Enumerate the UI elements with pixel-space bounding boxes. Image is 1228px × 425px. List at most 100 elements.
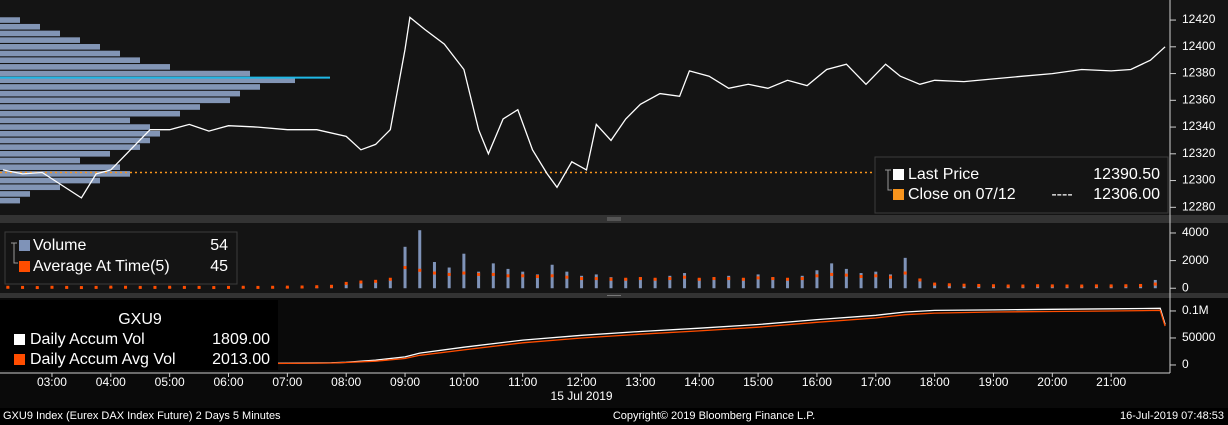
average-dot bbox=[1050, 284, 1054, 288]
legend-bracket bbox=[11, 242, 18, 264]
average-dot bbox=[506, 274, 510, 278]
average-dot bbox=[962, 283, 966, 287]
profile-bar bbox=[0, 197, 20, 204]
legend-swatch bbox=[893, 169, 904, 180]
x-tick-label: 21:00 bbox=[1096, 375, 1126, 389]
average-dot bbox=[329, 284, 333, 288]
average-dot bbox=[683, 275, 687, 279]
legend-swatch bbox=[19, 240, 30, 251]
profile-bar bbox=[0, 151, 110, 157]
average-dot bbox=[815, 274, 819, 278]
volume-bar bbox=[918, 278, 922, 289]
volume-bar bbox=[815, 270, 819, 289]
average-dot bbox=[79, 286, 83, 290]
average-dot bbox=[594, 277, 598, 281]
average-dot bbox=[771, 277, 775, 281]
average-dot bbox=[668, 277, 672, 281]
x-tick-label: 12:00 bbox=[567, 375, 597, 389]
profile-layer bbox=[0, 17, 330, 204]
average-dot bbox=[491, 272, 495, 276]
series-line bbox=[2, 16, 1166, 199]
average-dot bbox=[227, 285, 231, 289]
y-tick-label: 12320 bbox=[1182, 146, 1216, 160]
average-dot bbox=[727, 277, 731, 281]
average-dot bbox=[888, 275, 892, 279]
legend-value: 1809.00 bbox=[212, 331, 270, 348]
average-dot bbox=[6, 285, 10, 289]
legend-name: Average At Time(5) bbox=[33, 258, 170, 275]
volume-bar bbox=[874, 271, 878, 289]
y-tick-label: 4000 bbox=[1182, 225, 1209, 239]
average-dot bbox=[697, 277, 701, 281]
volume-bar bbox=[359, 282, 363, 289]
average-dot bbox=[550, 274, 554, 278]
average-dot bbox=[418, 268, 422, 272]
volume-bar bbox=[741, 278, 745, 289]
profile-bar bbox=[0, 164, 120, 170]
average-dot bbox=[844, 273, 848, 277]
x-tick-label: 04:00 bbox=[96, 375, 126, 389]
average-dot bbox=[977, 283, 981, 287]
x-tick-label: 16:00 bbox=[802, 375, 832, 389]
legend-value: 2013.00 bbox=[212, 351, 270, 368]
volume-bar bbox=[344, 284, 348, 289]
average-dot bbox=[741, 277, 745, 281]
x-tick-label: 14:00 bbox=[684, 375, 714, 389]
volume-bar bbox=[565, 271, 569, 289]
profile-bar bbox=[0, 50, 120, 57]
date-label: 15 Jul 2019 bbox=[551, 389, 613, 403]
volume-bar bbox=[888, 274, 892, 289]
x-tick-label: 03:00 bbox=[37, 375, 67, 389]
y-tick-label: 50000 bbox=[1182, 330, 1216, 344]
legend-swatch bbox=[14, 334, 25, 345]
volume-bar bbox=[374, 282, 378, 289]
x-tick-label: 18:00 bbox=[920, 375, 950, 389]
profile-bar bbox=[0, 90, 240, 97]
volume-bar bbox=[756, 274, 760, 289]
y-tick-label: 12420 bbox=[1182, 12, 1216, 26]
legend-swatch bbox=[19, 261, 30, 272]
average-dot bbox=[241, 285, 245, 289]
average-dot bbox=[388, 277, 392, 281]
volume-bar bbox=[432, 261, 436, 289]
average-dot bbox=[65, 285, 69, 289]
volume-bar bbox=[683, 273, 687, 289]
legend-name: Last Price bbox=[908, 166, 979, 183]
text-layer: 03:00 04:00 05:00 06:00 07:00 08:00 09:00 10:00… bbox=[14, 12, 1216, 403]
legend-value: 45 bbox=[210, 258, 228, 275]
x-tick-label: 17:00 bbox=[861, 375, 891, 389]
profile-bar bbox=[0, 104, 200, 110]
y-tick-label: 0.1M bbox=[1182, 303, 1209, 317]
average-dot bbox=[212, 286, 216, 290]
y-tick-label: 12340 bbox=[1182, 119, 1216, 133]
price-legend-box bbox=[874, 156, 1169, 214]
average-dot bbox=[1094, 284, 1098, 288]
profile-bar bbox=[0, 23, 40, 30]
average-dot bbox=[1006, 284, 1010, 288]
average-dot bbox=[35, 286, 39, 290]
profile-bar bbox=[0, 184, 60, 191]
average-dot bbox=[374, 279, 378, 283]
panel-separator[interactable] bbox=[0, 215, 1228, 223]
profile-bar bbox=[0, 84, 260, 90]
average-dot bbox=[462, 271, 466, 275]
volume-bar bbox=[462, 253, 466, 289]
average-dot bbox=[197, 285, 201, 289]
average-dot bbox=[447, 272, 451, 276]
average-dot bbox=[359, 280, 363, 284]
average-dot bbox=[712, 277, 716, 281]
y-tick-label: 12280 bbox=[1182, 199, 1216, 213]
average-dot bbox=[830, 272, 834, 276]
average-dot bbox=[153, 285, 157, 289]
average-dot bbox=[477, 272, 481, 276]
y-tick-label: 12400 bbox=[1182, 39, 1216, 53]
average-dot bbox=[403, 266, 407, 270]
x-tick-label: 07:00 bbox=[272, 375, 302, 389]
y-tick-label: 12300 bbox=[1182, 173, 1216, 187]
y-tick-label: 12380 bbox=[1182, 66, 1216, 80]
profile-bar bbox=[0, 177, 100, 184]
average-dot bbox=[1124, 284, 1128, 288]
volume-bar bbox=[859, 273, 863, 289]
average-dot bbox=[1153, 282, 1157, 286]
average-dot bbox=[344, 281, 348, 285]
